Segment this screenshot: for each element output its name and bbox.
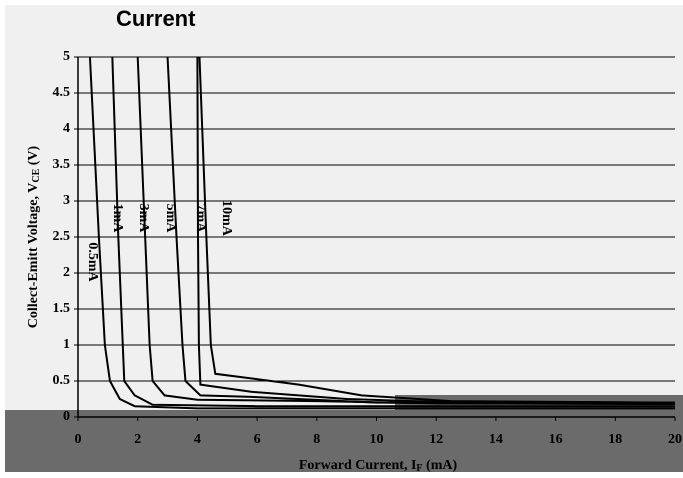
x-tick-label: 2 <box>134 432 141 447</box>
y-tick-label: 1.5 <box>53 301 71 316</box>
x-tick-label: 10 <box>370 432 384 447</box>
y-tick-label: 0 <box>63 409 70 424</box>
curve <box>88 56 675 410</box>
x-tick-label: 4 <box>194 432 201 447</box>
x-tick-label: 14 <box>489 432 503 447</box>
curve-label: 1mA <box>110 204 125 234</box>
x-tick-label: 18 <box>608 432 622 447</box>
x-tick-label: 6 <box>254 432 261 447</box>
y-tick-label: 2 <box>63 265 70 280</box>
x-tick-label: 20 <box>668 432 682 447</box>
x-axis-label-suffix: (mA) <box>423 458 458 473</box>
y-tick-label: 3.5 <box>53 157 71 172</box>
x-tick-label: 12 <box>429 432 443 447</box>
curve <box>166 56 676 406</box>
y-tick-label: 4.5 <box>53 85 71 100</box>
curve <box>196 56 676 404</box>
shade-band <box>5 410 683 472</box>
x-tick-label: 0 <box>75 432 82 447</box>
curve-label: 0.5mA <box>85 242 100 282</box>
y-tick-label: 2.5 <box>53 229 71 244</box>
x-axis-label: Forward Current, IF (mA) <box>299 458 458 474</box>
curve-label: 5mA <box>163 204 178 234</box>
x-tick-label: 8 <box>313 432 320 447</box>
chart-title: Current <box>116 6 196 31</box>
curve-label: 3mA <box>136 204 151 234</box>
y-axis-label-text: Collect-Emitt Voltage, V <box>26 183 41 329</box>
y-tick-label: 1 <box>63 337 70 352</box>
plot-background <box>5 5 683 410</box>
y-tick-label: 5 <box>63 49 70 64</box>
curve-label: 7mA <box>193 204 208 234</box>
curve <box>111 56 675 408</box>
x-axis-label-text: Forward Current, I <box>299 458 417 473</box>
x-axis-label-subscript: F <box>416 463 422 474</box>
y-tick-label: 0.5 <box>53 373 71 388</box>
curve-label: 10mA <box>219 200 234 237</box>
x-tick-label: 16 <box>549 432 563 447</box>
y-axis-label-suffix: (V) <box>26 145 41 168</box>
y-tick-label: 4 <box>63 121 70 136</box>
y-axis-label: Collect-Emitt Voltage, VCE (V) <box>26 145 42 328</box>
curve <box>198 56 676 404</box>
y-tick-label: 3 <box>63 193 70 208</box>
y-axis-label-subscript: CE <box>31 168 42 182</box>
